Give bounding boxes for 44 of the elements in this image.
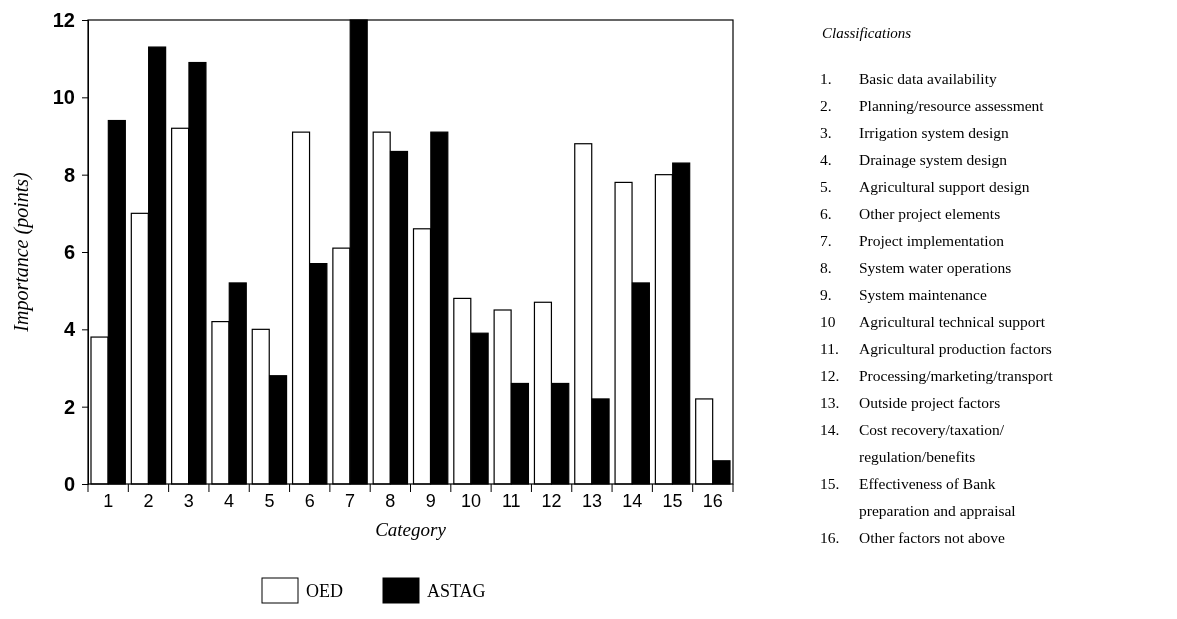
y-tick-label: 12 [52, 8, 75, 31]
text: 5. Agricultural support design [820, 178, 1030, 195]
x-tick-label: 2 [143, 490, 154, 511]
text: 2. Planning/resource assessment [820, 97, 1044, 114]
x-tick-label: 7 [345, 490, 356, 511]
text: 8. System water operations [820, 259, 1012, 276]
text: 11. Agricultural production factors [820, 340, 1052, 357]
text: 14. Cost recovery/taxation/ regulation/benefits [820, 421, 1005, 465]
y-tick-label: 4 [63, 318, 76, 341]
y-tick-label: 10 [52, 86, 75, 109]
y-tick-label: 0 [63, 472, 75, 495]
x-tick-label: 5 [264, 490, 275, 511]
text: Classifications [822, 25, 912, 41]
y-axis-title: Importance (points) [10, 171, 33, 333]
x-tick-label: 12 [541, 490, 562, 511]
x-tick-label: 9 [425, 490, 436, 511]
text: 3. Irrigation system design [820, 124, 1009, 141]
x-tick-label: 13 [581, 490, 602, 511]
text: 7. Project implementation [820, 232, 1005, 249]
y-tick-label: 2 [63, 395, 75, 418]
text: 10 Agricultural technical support [820, 313, 1045, 330]
legend-label: ASTAG [427, 581, 486, 601]
x-tick-label: 11 [501, 490, 521, 511]
x-tick-label: 1 [103, 490, 114, 511]
text: 4. Drainage system design [820, 151, 1008, 168]
x-tick-label: 10 [460, 490, 481, 511]
text: 9. System maintenance [820, 286, 987, 303]
x-tick-label: 3 [183, 490, 194, 511]
x-tick-label: 15 [662, 490, 683, 511]
x-tick-label: 6 [304, 490, 315, 511]
legend-label: OED [306, 581, 343, 601]
text: 13. Outside project factors [820, 394, 1001, 411]
y-tick-label: 8 [63, 163, 75, 186]
text: 12. Processing/marketing/transport [820, 367, 1053, 384]
x-tick-label: 4 [224, 490, 235, 511]
text: 6. Other project elements [820, 205, 1001, 222]
y-tick-label: 6 [63, 240, 75, 263]
x-tick-label: 14 [622, 490, 643, 511]
text: 16. Other factors not above [820, 529, 1005, 546]
x-tick-label: 8 [385, 490, 396, 511]
text: 1. Basic data availability [820, 70, 997, 87]
x-tick-label: 16 [702, 490, 723, 511]
text: 15. Effectiveness of Bank preparation and appraisal [820, 475, 1016, 519]
x-axis-title: Category [375, 519, 447, 540]
